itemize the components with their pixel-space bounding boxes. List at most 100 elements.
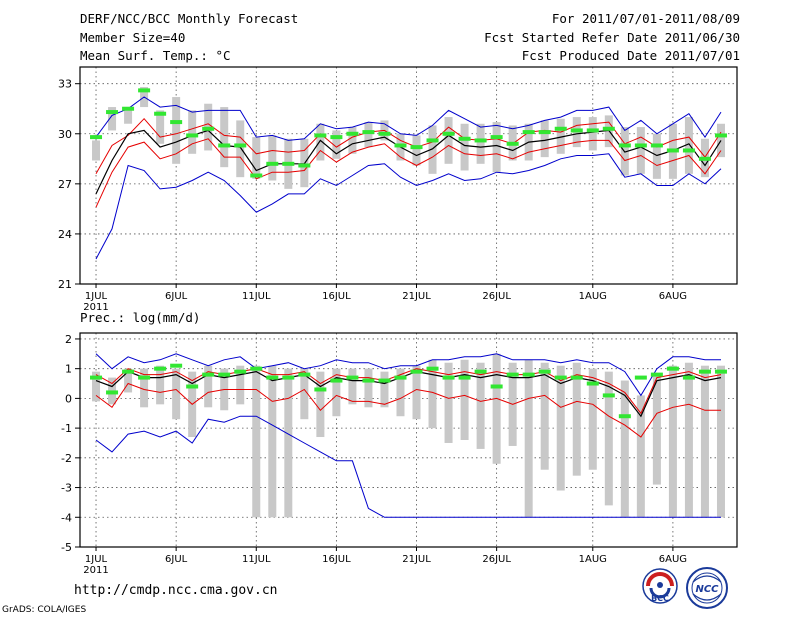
panel2-observation-mark	[234, 369, 247, 374]
panel2-observation-mark	[666, 366, 679, 371]
panel1-observation-mark	[538, 130, 551, 135]
panel2-observation-mark	[378, 378, 391, 383]
panel1-observation-mark	[570, 128, 583, 133]
panel1-observation-mark	[90, 135, 103, 140]
panel2-range-bar	[620, 380, 629, 518]
panel2-x-tick-label: 21JUL	[402, 554, 431, 565]
panel2-range-bar	[716, 365, 725, 518]
panel1-observation-mark	[618, 143, 631, 148]
panel2-observation-mark	[506, 372, 519, 377]
panel2-observation-mark	[586, 381, 599, 386]
panel2-observation-mark	[442, 375, 455, 380]
panel2-y-tick-label: 2	[65, 333, 72, 346]
panel2-range-bar	[348, 368, 357, 405]
panel2-observation-mark	[634, 375, 647, 380]
panel1-x-tick-label: 11JUL	[242, 291, 271, 302]
panel1-observation-mark	[250, 173, 263, 178]
panel1-observation-mark	[666, 148, 679, 153]
panel2-frame	[79, 332, 738, 548]
panel2-observation-mark	[618, 414, 631, 419]
panel1-observation-mark	[602, 126, 615, 131]
panel2-range-bar	[316, 371, 325, 438]
panel1-observation-mark	[282, 161, 295, 166]
panel2-observation-mark	[714, 369, 727, 374]
panel1-observation-mark	[394, 143, 407, 148]
panel1-range-bar	[540, 120, 549, 158]
panel2-range-bar	[172, 368, 181, 420]
panel2-max-line	[95, 353, 721, 397]
panel2-y-tick-label: 0	[65, 392, 72, 405]
panel1-range-bar	[348, 127, 357, 154]
panel1-observation-mark	[218, 143, 231, 148]
panel2-observation-mark	[362, 378, 375, 383]
panel2-observation-mark	[682, 375, 695, 380]
panel2-range-bar	[412, 365, 421, 420]
panel1-range-bar	[332, 130, 341, 159]
panel1-observation-mark	[330, 135, 343, 140]
panel2-range-bar	[524, 359, 533, 518]
panel1-observation-mark	[506, 141, 519, 146]
panel2-observation-mark	[474, 369, 487, 374]
panel1-observation-mark	[122, 106, 135, 111]
source-url[interactable]: http://cmdp.ncc.cma.gov.cn	[74, 583, 278, 598]
panel2-range-bar	[140, 368, 149, 408]
panel1-observation-mark	[586, 128, 599, 133]
grads-credit: GrADS: COLA/IGES	[2, 605, 87, 615]
panel2-range-bar	[636, 395, 645, 518]
panel2-observation-mark	[138, 375, 151, 380]
panel2-range-bar	[700, 365, 709, 518]
ncc-logo: NCC	[686, 567, 728, 609]
panel1-y-tick-label: 30	[58, 128, 72, 141]
panel1-observation-mark	[138, 88, 151, 93]
panel2-range-bar	[204, 365, 213, 408]
panel1-range-bar	[108, 107, 117, 131]
chart-title: DERF/NCC/BCC Monthly Forecast	[80, 11, 299, 26]
panel2-range-bar	[364, 368, 373, 408]
panel1-observation-mark	[714, 133, 727, 138]
panel1-range-bar	[412, 135, 421, 166]
panel1-range-bar	[652, 133, 661, 179]
panel2-range-bar	[668, 365, 677, 518]
panel2-observation-mark	[698, 369, 711, 374]
panel2-range-bar	[236, 365, 245, 405]
panel1-range-bar	[268, 135, 277, 181]
forecast-period: For 2011/07/01-2011/08/09	[551, 11, 740, 26]
panel1-range-bar	[476, 123, 485, 164]
panel2-range-bar	[380, 371, 389, 408]
panel2-observation-mark	[458, 375, 471, 380]
panel2-x-tick-label: 1AUG	[579, 554, 607, 565]
panel1-y-tick-label: 33	[58, 78, 72, 91]
panel1-x-tick-label: 21JUL	[402, 291, 431, 302]
panel1-observation-mark	[490, 135, 503, 140]
panel1-x-tick-label: 26JUL	[482, 291, 511, 302]
panel1-observation-mark	[522, 130, 535, 135]
panel1-observation-mark	[554, 126, 567, 131]
panel2-x-tick-label: 6AUG	[659, 554, 687, 565]
panel1-observation-mark	[154, 111, 167, 116]
panel1-range-bar	[220, 107, 229, 168]
panel2-range-bar	[684, 362, 693, 518]
panel2-observation-mark	[298, 372, 311, 377]
panel1-range-bar	[188, 110, 197, 154]
panel1-range-bar	[252, 137, 261, 179]
panel2-observation-mark	[522, 372, 535, 377]
panel2-observation-mark	[186, 384, 199, 389]
panel2-subtitle: Prec.: log(mm/d)	[80, 310, 200, 325]
panel2-y-tick-label: -2	[61, 452, 72, 465]
panel2-ensemble-mean-line	[95, 370, 722, 418]
panel2-observation-mark	[346, 375, 359, 380]
panel1-observation-mark	[362, 130, 375, 135]
panel2-observation-mark	[314, 387, 327, 392]
panel2-range-bar	[156, 365, 165, 405]
panel1-observation-mark	[346, 131, 359, 136]
panel2-range-bar	[444, 362, 453, 443]
panel2-range-bar	[476, 362, 485, 449]
panel1-observation-mark	[202, 126, 215, 131]
panel1-range-bar	[156, 110, 165, 144]
panel2-lower-spread-line	[95, 382, 721, 438]
panel2-observation-mark	[426, 366, 439, 371]
member-size-label: Member Size=40	[80, 30, 186, 45]
panel1-range-bar	[172, 97, 181, 164]
panel2-observation-mark	[282, 375, 295, 380]
